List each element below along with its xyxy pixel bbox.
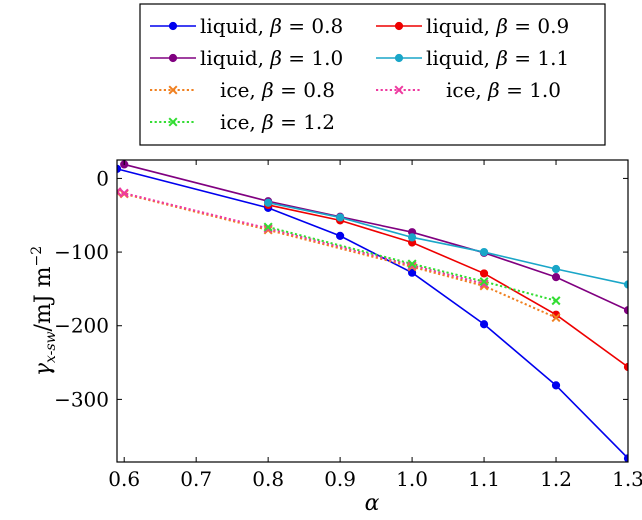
series-7-point-2: [407, 259, 417, 269]
legend-marker-7: [168, 117, 178, 127]
series-1-point-4: [407, 268, 417, 277]
y-label-subscript: x-sw: [43, 331, 59, 363]
legend-item-6: ice, β = 1.0: [376, 78, 561, 102]
legend-marker-6: [394, 85, 404, 95]
y-label-exponent: −2: [29, 246, 45, 267]
series-2-point-6: [623, 362, 628, 372]
series-line-7: [267, 226, 557, 302]
legend-item-1: liquid, β = 0.8: [150, 14, 343, 38]
ticks: 0.6 0.7 0.8 0.9 1.0 1.1 1.2 1.3 0 −100 −200 −300: [54, 160, 642, 491]
series-line-4: [267, 201, 628, 286]
legend-label-2: liquid, β = 0.9: [426, 14, 569, 38]
series-6-point-3: [263, 223, 273, 234]
y-label-unit: /mJ m: [31, 266, 56, 331]
series-5-point-3: [263, 225, 273, 235]
series-1-point-6: [551, 381, 561, 390]
series-4-point-3: [407, 233, 417, 242]
series-6-point-2: [119, 188, 129, 198]
series-3-point-7: [623, 306, 628, 315]
x-tick-label-2: 0.7: [180, 467, 212, 491]
series-7-point-4: [551, 296, 561, 306]
plot-lines: [117, 163, 628, 459]
x-axis-label: α: [365, 491, 380, 516]
plot-markers: [117, 160, 628, 462]
legend-marker-3: [168, 53, 178, 63]
legend-label-5: ice, β = 0.8: [220, 78, 335, 102]
y-tick-label-3: −200: [54, 314, 109, 338]
x-tick-label-1: 0.6: [108, 467, 140, 491]
series-line-3: [124, 163, 628, 311]
legend-label-6: ice, β = 1.0: [446, 78, 561, 102]
legend-marker-1: [168, 21, 178, 31]
x-tick-label-7: 1.2: [540, 467, 572, 491]
series-1-point-7: [623, 454, 628, 462]
legend-item-5: ice, β = 0.8: [150, 78, 335, 102]
legend-item-4: liquid, β = 1.1: [376, 46, 569, 70]
series-4-point-5: [551, 264, 561, 274]
x-tick-label-5: 1.0: [396, 467, 428, 491]
legend-label-4: liquid, β = 1.1: [426, 46, 569, 70]
axes: [116, 159, 629, 463]
y-tick-label-4: −300: [54, 387, 109, 411]
x-tick-label-8: 1.3: [612, 467, 642, 491]
series-4-point-2: [336, 213, 345, 222]
series-1-point-5: [479, 320, 489, 329]
series-6-point-4: [407, 260, 417, 270]
series-5-point-6: [551, 313, 561, 323]
legend-item-7: ice, β = 1.2: [150, 110, 335, 134]
x-tick-label-6: 1.1: [468, 467, 500, 491]
y-label-symbol: γ: [31, 362, 56, 376]
series-6-point-1: [117, 187, 122, 197]
legend-item-2: liquid, β = 0.9: [376, 14, 569, 38]
series-3-point-6: [551, 273, 561, 282]
series-6-point-5: [479, 279, 489, 289]
series-7-point-3: [479, 277, 489, 287]
legend: liquid, β = 0.8 liquid, β = 0.9 liquid, β …: [139, 3, 606, 146]
series-2-point-4: [479, 269, 489, 278]
x-tick-label-4: 0.9: [324, 467, 356, 491]
series-5-point-4: [407, 262, 417, 272]
y-axis-label: γx-sw/mJ m−2: [29, 246, 59, 376]
y-axis-label-text: γx-sw/mJ m−2: [29, 246, 59, 376]
legend-marker-2: [394, 21, 404, 31]
y-tick-label-2: −100: [54, 240, 109, 264]
legend-label-3: liquid, β = 1.0: [200, 46, 343, 70]
series-1-point-3: [336, 231, 345, 240]
series-4-point-4: [479, 247, 489, 257]
y-tick-label-1: 0: [96, 166, 109, 190]
legend-item-3: liquid, β = 1.0: [150, 46, 343, 70]
x-tick-label-3: 0.8: [252, 467, 284, 491]
legend-label-7: ice, β = 1.2: [220, 110, 335, 134]
plot-frame: [116, 159, 629, 463]
legend-label-1: liquid, β = 0.8: [200, 14, 343, 38]
legend-marker-5: [168, 85, 178, 95]
series-line-2: [267, 204, 628, 368]
legend-frame: [139, 3, 606, 146]
series-4-point-1: [264, 198, 273, 207]
series-4-point-6: [623, 280, 628, 289]
series-7-point-1: [263, 222, 273, 232]
legend-marker-4: [394, 53, 404, 63]
